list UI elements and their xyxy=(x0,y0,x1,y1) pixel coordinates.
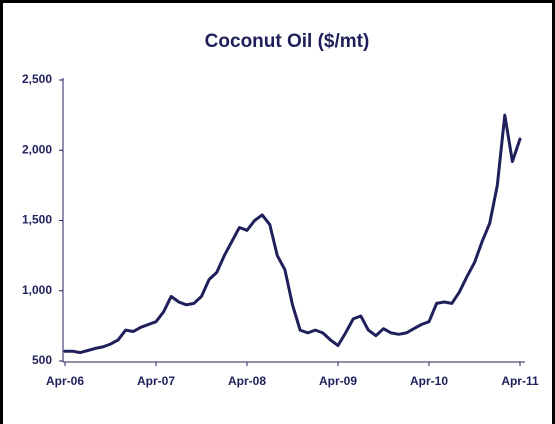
y-tick-label: 1,500 xyxy=(22,213,52,227)
x-tick-label: Apr-06 xyxy=(46,374,84,388)
x-tick-label: Apr-11 xyxy=(501,374,539,388)
y-tick-label: 1,000 xyxy=(22,283,52,297)
chart-title: Coconut Oil ($/mt) xyxy=(205,31,370,52)
line xyxy=(63,113,522,355)
x-tick-label: Apr-08 xyxy=(228,374,266,388)
y-tick-label: 2,500 xyxy=(22,72,52,86)
x-tick-label: Apr-10 xyxy=(410,374,448,388)
y-tick-label: 500 xyxy=(32,353,52,367)
x-tick-label: Apr-07 xyxy=(137,374,175,388)
y-tick-label: 2,000 xyxy=(22,142,52,156)
x-tick-label: Apr-09 xyxy=(319,374,357,388)
